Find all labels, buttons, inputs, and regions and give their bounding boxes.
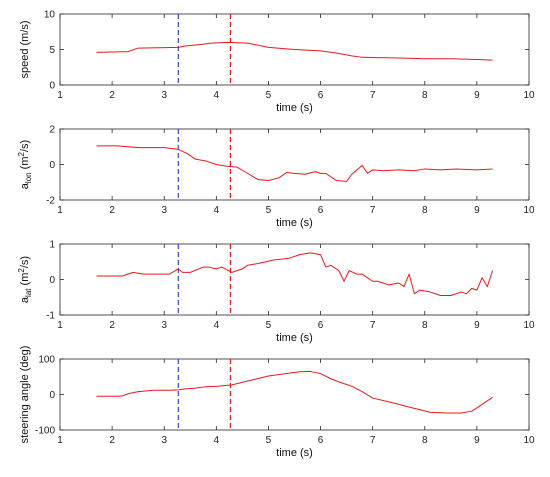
x-tick-label: 1 [57, 320, 63, 331]
y-tick-label: 0 [49, 81, 55, 92]
y-tick-label: 0 [49, 275, 55, 286]
x-tick-label: 1 [57, 205, 63, 216]
y-axis-label: steering angle (deg) [19, 346, 31, 444]
x-tick-label: 5 [266, 205, 272, 216]
subplot-4: 1 2 3 4 5 6 7 8 9 10 -100 0 100 time (s) steering angl… [19, 346, 535, 459]
x-tick-label: 2 [109, 320, 115, 331]
x-tick-label: 4 [214, 320, 220, 331]
y-tick-label: -100 [35, 426, 55, 437]
y-tick-label: 0 [49, 160, 55, 171]
x-tick-label: 6 [318, 205, 324, 216]
subplot-1: 1 2 3 4 5 6 7 8 9 10 0 5 10 time (s) speed (m/s) [19, 10, 535, 115]
x-axis-label: time (s) [276, 102, 313, 114]
x-tick-label: 2 [109, 90, 115, 101]
x-tick-label: 3 [161, 435, 167, 446]
y-tick-label: -1 [46, 311, 55, 322]
x-tick-label: 5 [266, 435, 272, 446]
x-tick-label: 9 [474, 320, 480, 331]
x-tick-label: 3 [161, 320, 167, 331]
x-axis-label: time (s) [276, 217, 313, 229]
subplot-3: 1 2 3 4 5 6 7 8 9 10 -1 0 1 time (s) alat (m2/s) [17, 240, 535, 345]
x-tick-label: 8 [422, 320, 428, 331]
x-axis-label: time (s) [276, 447, 313, 459]
y-tick-label: 5 [49, 45, 55, 56]
series-line [96, 370, 493, 414]
y-axis-label: alat (m2/s) [17, 256, 33, 303]
series-line [96, 41, 493, 61]
x-tick-label: 9 [474, 90, 480, 101]
axes-box [59, 243, 530, 316]
x-tick-label: 4 [214, 90, 220, 101]
x-tick-label: 1 [57, 435, 63, 446]
x-tick-label: 1 [57, 90, 63, 101]
x-tick-label: 5 [266, 320, 272, 331]
x-tick-label: 8 [422, 205, 428, 216]
x-tick-label: 10 [523, 205, 535, 216]
y-axis-label: speed (m/s) [19, 20, 31, 78]
x-tick-label: 2 [109, 435, 115, 446]
x-tick-label: 2 [109, 205, 115, 216]
y-tick-label: 1 [49, 240, 55, 251]
x-tick-label: 6 [318, 320, 324, 331]
y-axis-label: alon (m2/s) [17, 140, 33, 189]
x-tick-label: 6 [318, 90, 324, 101]
x-tick-label: 3 [161, 205, 167, 216]
y-tick-label: 100 [38, 355, 55, 366]
x-tick-label: 8 [422, 90, 428, 101]
x-tick-label: 10 [523, 90, 535, 101]
x-axis-label: time (s) [276, 332, 313, 344]
x-tick-label: 5 [266, 90, 272, 101]
x-tick-label: 9 [474, 435, 480, 446]
x-tick-label: 7 [370, 90, 376, 101]
x-tick-label: 7 [370, 320, 376, 331]
x-tick-label: 7 [370, 205, 376, 216]
x-tick-label: 8 [422, 435, 428, 446]
axes-box [59, 358, 530, 431]
series-line [96, 252, 493, 296]
x-tick-label: 6 [318, 435, 324, 446]
y-tick-label: 10 [44, 10, 56, 21]
x-tick-label: 9 [474, 205, 480, 216]
series-line [96, 145, 493, 182]
x-tick-label: 10 [523, 435, 535, 446]
y-tick-label: 0 [49, 390, 55, 401]
x-tick-label: 10 [523, 320, 535, 331]
x-tick-label: 4 [214, 205, 220, 216]
x-tick-label: 3 [161, 90, 167, 101]
x-tick-label: 7 [370, 435, 376, 446]
subplot-2: 1 2 3 4 5 6 7 8 9 10 -2 0 2 time (s) alon (m2/s) [17, 125, 535, 230]
x-tick-label: 4 [214, 435, 220, 446]
axes-box [59, 128, 530, 201]
y-tick-label: 2 [49, 125, 55, 136]
y-tick-label: -2 [46, 196, 55, 207]
